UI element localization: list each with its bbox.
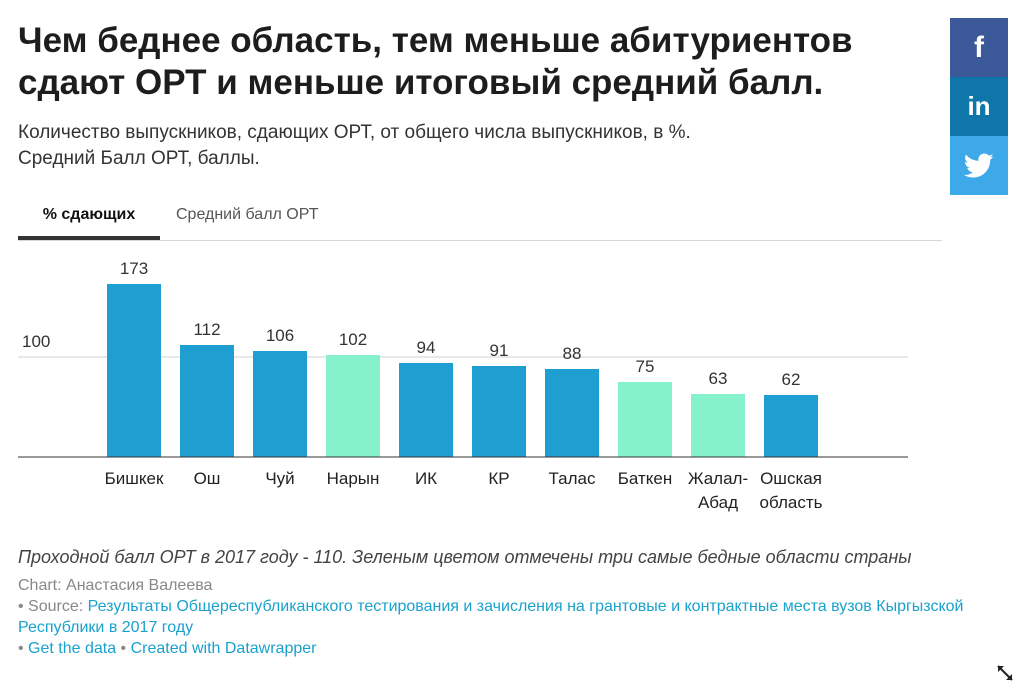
bar-1 xyxy=(107,284,161,457)
reference-line-label: 100 xyxy=(22,332,50,351)
bar-value-label: 173 xyxy=(120,259,148,278)
category-label: область xyxy=(760,493,823,512)
bar-2 xyxy=(180,345,234,457)
source-line: • Source: Результаты Общереспубликанског… xyxy=(18,596,1008,638)
category-label: Баткен xyxy=(618,469,673,488)
chart-subtitle: Количество выпускников, сдающих ОРТ, от … xyxy=(18,120,918,172)
source-prefix: • Source: xyxy=(18,598,88,615)
bar-value-label: 102 xyxy=(339,330,367,349)
bar-value-label: 88 xyxy=(563,344,582,363)
category-label: Ошская xyxy=(760,469,822,488)
bar-10 xyxy=(764,395,818,457)
category-label: Чуй xyxy=(265,469,294,488)
tab-percent-taking[interactable]: % сдающих xyxy=(18,198,160,240)
chart-footer: Проходной балл ОРТ в 2017 году - 110. Зе… xyxy=(18,545,1008,659)
fullscreen-resize-icon[interactable] xyxy=(996,664,1014,682)
chart-title: Чем беднее область, тем меньше абитуриен… xyxy=(18,21,853,102)
get-data-prefix: • xyxy=(18,640,29,657)
tab-average-score[interactable]: Средний балл ОРТ xyxy=(176,206,319,223)
bar-4 xyxy=(326,355,380,457)
bar-6 xyxy=(472,366,526,457)
twitter-share-button[interactable] xyxy=(950,136,1008,195)
bar-value-label: 106 xyxy=(266,326,294,345)
bar-3 xyxy=(253,351,307,457)
linkedin-icon: in xyxy=(967,91,991,121)
bar-value-label: 94 xyxy=(417,338,436,357)
chart-tabs: % сдающих Средний балл ОРТ xyxy=(18,198,942,241)
source-link[interactable]: Результаты Общереспубликанского тестиров… xyxy=(18,598,964,636)
bar-7 xyxy=(545,369,599,457)
link-separator: • xyxy=(116,640,131,657)
get-the-data-link[interactable]: Get the data xyxy=(28,640,117,657)
twitter-icon xyxy=(964,153,994,177)
bar-value-label: 62 xyxy=(782,370,801,389)
category-label: Абад xyxy=(698,493,738,512)
facebook-share-button[interactable]: f xyxy=(950,18,1008,77)
subtitle-line-1: Количество выпускников, сдающих ОРТ, от … xyxy=(18,122,691,143)
bar-8 xyxy=(618,382,672,457)
bar-9 xyxy=(691,394,745,457)
chart-notes: Проходной балл ОРТ в 2017 году - 110. Зе… xyxy=(18,547,912,567)
category-label: КР xyxy=(488,469,509,488)
chart-credit: Chart: Анастасия Валеева xyxy=(18,577,213,594)
category-label: ИК xyxy=(415,469,437,488)
bar-value-label: 112 xyxy=(193,320,220,339)
category-label: Бишкек xyxy=(105,469,164,488)
social-share-bar: f in xyxy=(950,18,1008,195)
category-label: Талас xyxy=(549,469,596,488)
category-label: Нарын xyxy=(327,469,380,488)
category-label: Жалал- xyxy=(688,469,748,488)
linkedin-share-button[interactable]: in xyxy=(950,77,1008,136)
bar-5 xyxy=(399,363,453,457)
created-with-datawrapper-link[interactable]: Created with Datawrapper xyxy=(130,640,317,657)
bar-value-label: 63 xyxy=(709,369,728,388)
category-label: Ош xyxy=(194,469,221,488)
facebook-icon: f xyxy=(974,30,984,64)
bar-value-label: 91 xyxy=(490,341,509,360)
bar-chart: 100 173 Бишкек 112 Ош 106 Чуй 102 Нарын 94 ИК 91 КР 8… xyxy=(18,259,908,512)
chart-meta: Chart: Анастасия Валеева • Source: Резул… xyxy=(18,575,1008,659)
links-line: • Get the data • Created with Datawrappe… xyxy=(18,638,1008,659)
bar-value-label: 75 xyxy=(636,357,655,376)
subtitle-line-2: Средний Балл ОРТ, баллы. xyxy=(18,148,260,169)
